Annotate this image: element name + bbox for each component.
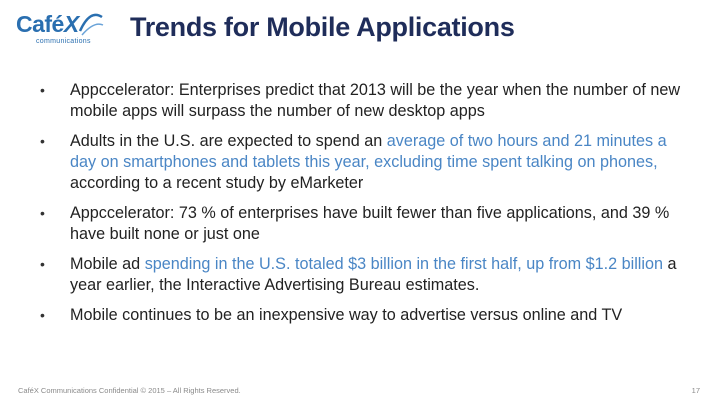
bullet-text: Adults in the U.S. are expected to spend… — [70, 132, 387, 150]
logo-wordmark: CaféX — [16, 11, 79, 37]
bullet-item: • Mobile ad spending in the U.S. totaled… — [40, 254, 690, 296]
bullet-dot-icon: • — [40, 256, 45, 272]
bullet-dot-icon: • — [40, 307, 45, 323]
bullet-list: • Appccelerator: Enterprises predict tha… — [40, 80, 690, 335]
cafex-logo: CaféX communications — [14, 10, 114, 50]
bullet-dot-icon: • — [40, 133, 45, 149]
bullet-item: • Appccelerator: Enterprises predict tha… — [40, 80, 690, 122]
bullet-text: according to a recent study by eMarketer — [70, 174, 364, 192]
footer-confidential: CaféX Communications Confidential © 2015… — [18, 386, 241, 395]
bullet-item: • Mobile continues to be an inexpensive … — [40, 305, 690, 326]
bullet-text: Mobile continues to be an inexpensive wa… — [70, 306, 623, 324]
bullet-highlight-link[interactable]: spending in the U.S. totaled $3 billion … — [144, 255, 663, 273]
bullet-text: Appccelerator: 73 % of enterprises have … — [70, 204, 670, 243]
bullet-highlight-link[interactable]: average of two hours and 21 minutes a da… — [70, 132, 667, 171]
page-number: 17 — [691, 386, 700, 395]
bullet-dot-icon: • — [40, 205, 45, 221]
bullet-text: Appccelerator: Enterprises predict that … — [70, 81, 681, 120]
logo-tagline: communications — [36, 38, 91, 45]
logo-swoosh-icon — [78, 13, 104, 36]
bullet-item: • Adults in the U.S. are expected to spe… — [40, 131, 690, 194]
bullet-item: • Appccelerator: 73 % of enterprises hav… — [40, 203, 690, 245]
slide-title: Trends for Mobile Applications — [130, 12, 515, 42]
bullet-dot-icon: • — [40, 82, 45, 98]
bullet-text: Mobile ad — [70, 255, 145, 273]
bullet-text: a year earlier, the Interactive Advertis… — [70, 255, 677, 294]
